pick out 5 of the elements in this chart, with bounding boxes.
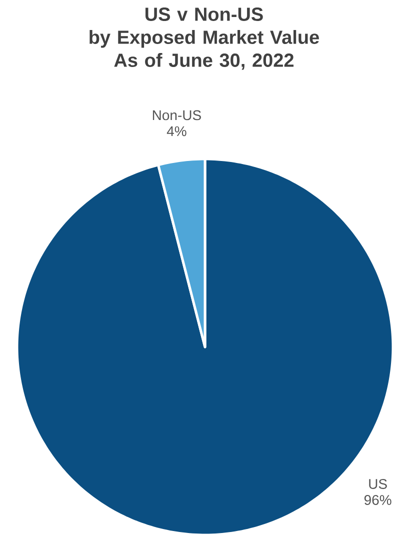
data-label: 4%: [166, 126, 186, 136]
slice-label: US: [369, 479, 387, 489]
slice-label: Non-US: [152, 110, 201, 120]
data-label: 96%: [364, 495, 392, 505]
chart-title: US v Non-US by Exposed Market Value As of June 30, 2022: [90, 8, 319, 70]
